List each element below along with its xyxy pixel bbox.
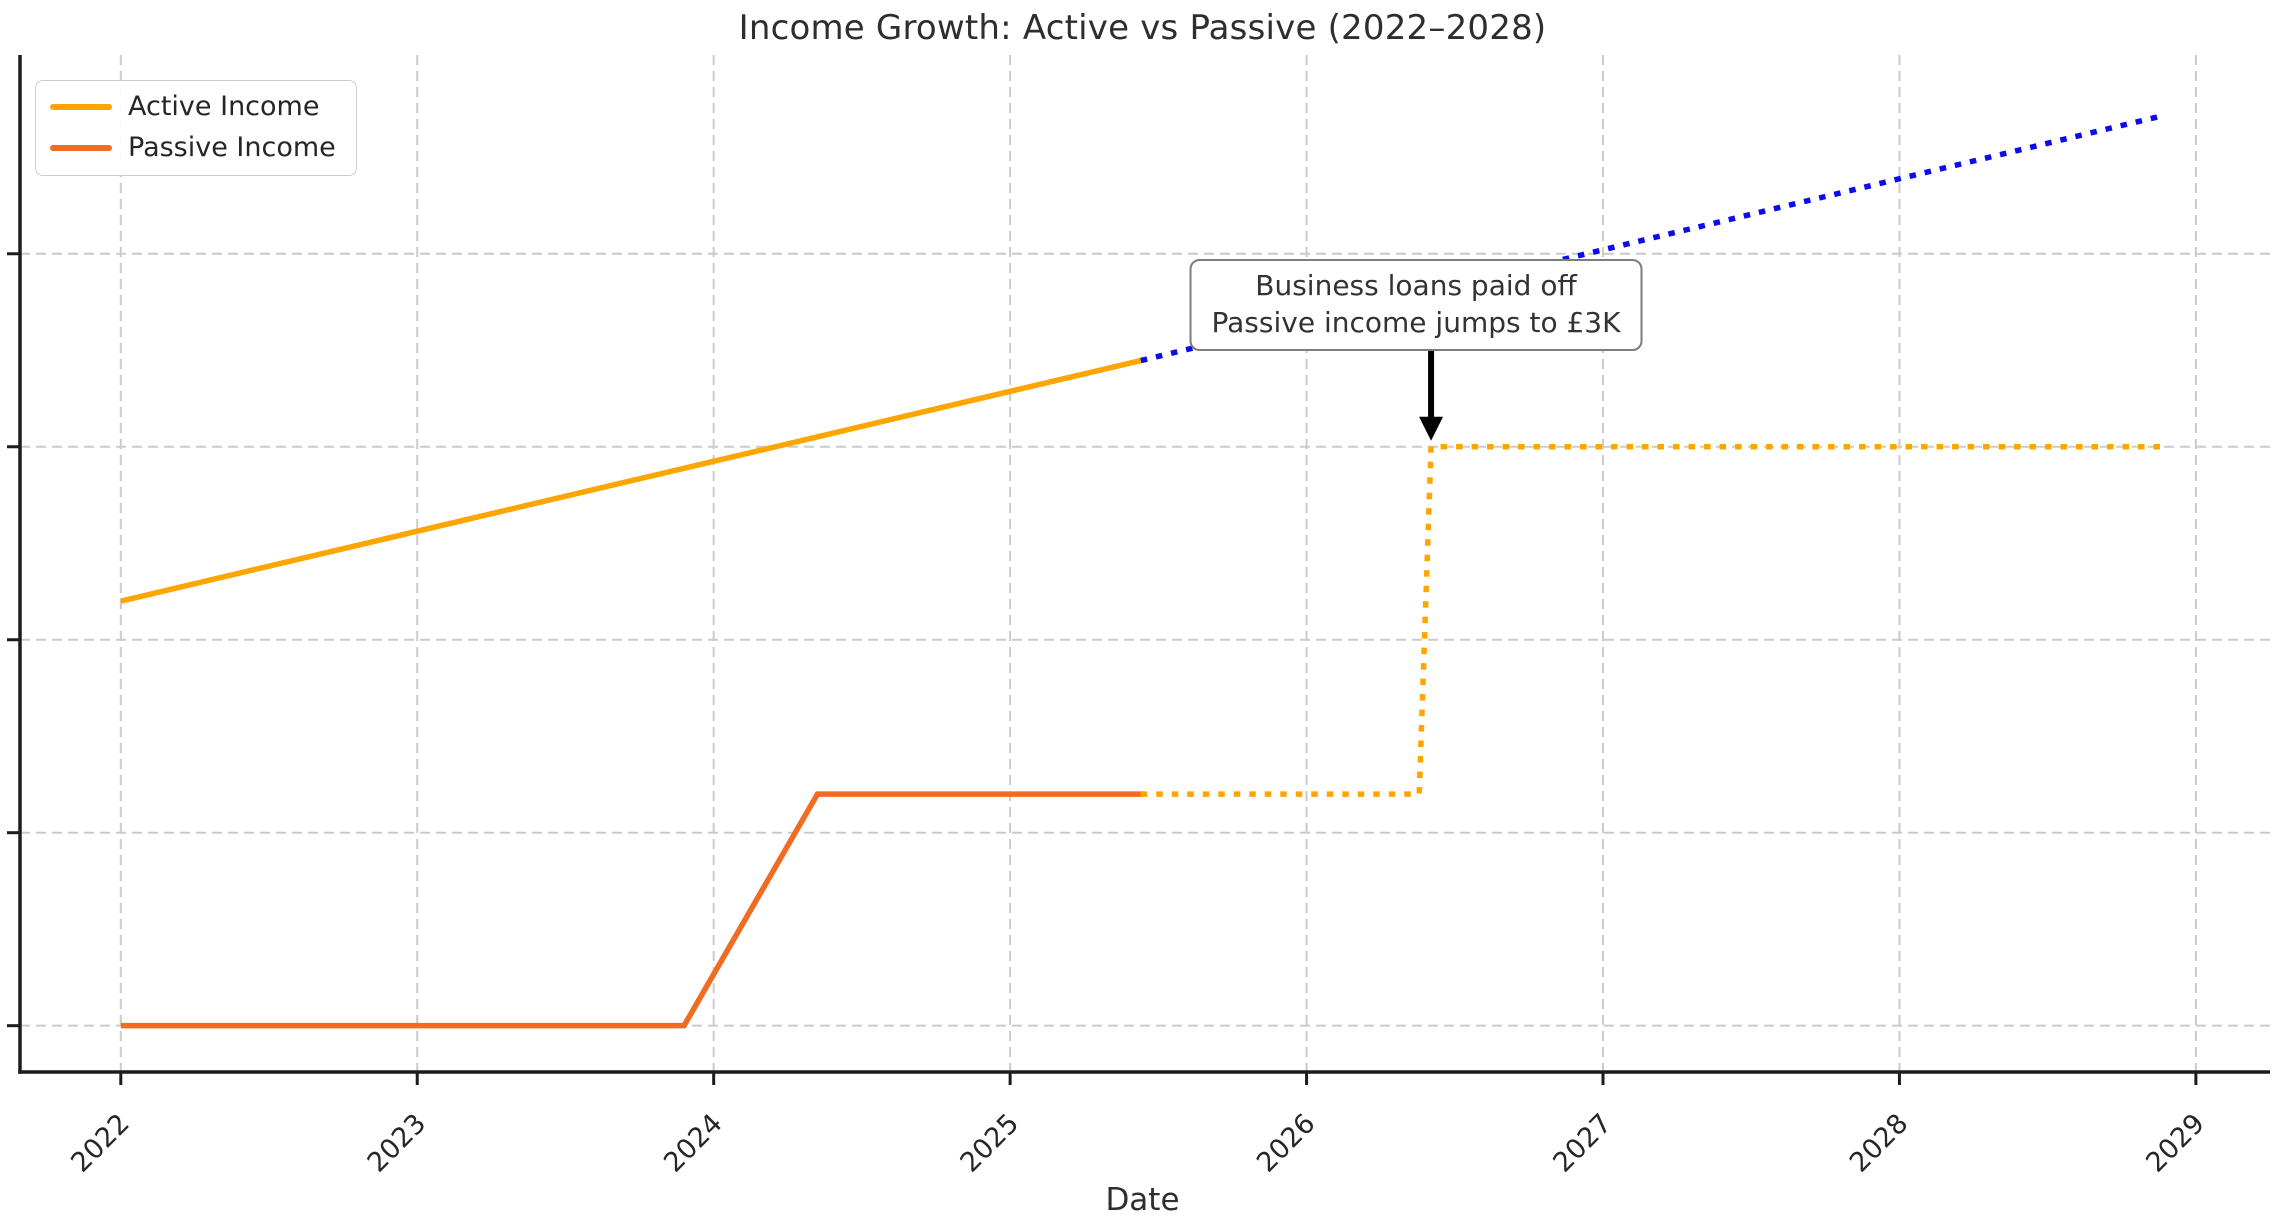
x-tick-label: 2025: [955, 1108, 1026, 1179]
x-tick-label: 2027: [1547, 1108, 1618, 1179]
legend-label-active: Active Income: [128, 91, 320, 122]
passive-income-swatch-icon: [50, 144, 112, 151]
legend: Active Income Passive Income: [35, 80, 357, 176]
annotation-line-1: Business loans paid off: [1255, 269, 1577, 302]
x-tick-label: 2023: [362, 1108, 433, 1179]
x-tick-label: 2022: [65, 1108, 136, 1179]
chart-title: Income Growth: Active vs Passive (2022–2…: [738, 8, 1547, 48]
annotation-callout: Business loans paid off Passive income j…: [1189, 259, 1643, 351]
series-active-income-actual-: [120, 357, 1145, 604]
annotation-line-2: Passive income jumps to £3K: [1211, 306, 1621, 339]
x-tick-label: 2028: [1844, 1108, 1915, 1179]
legend-item-passive: Passive Income: [50, 132, 336, 163]
x-tick-label: 2026: [1251, 1108, 1322, 1179]
active-income-swatch-icon: [50, 103, 112, 110]
legend-label-passive: Passive Income: [128, 132, 336, 163]
x-axis-label: Date: [1105, 1182, 1180, 1218]
x-tick-label: 2029: [2140, 1108, 2211, 1179]
x-tick-label: 2024: [658, 1108, 729, 1179]
annotation-arrow-head-icon: [1419, 416, 1444, 441]
series-passive-income-projected-: [1140, 443, 2169, 797]
series-active-income-projected-: [1140, 111, 2170, 364]
series-passive-income-actual-: [120, 791, 1144, 1029]
legend-item-active: Active Income: [50, 91, 336, 122]
